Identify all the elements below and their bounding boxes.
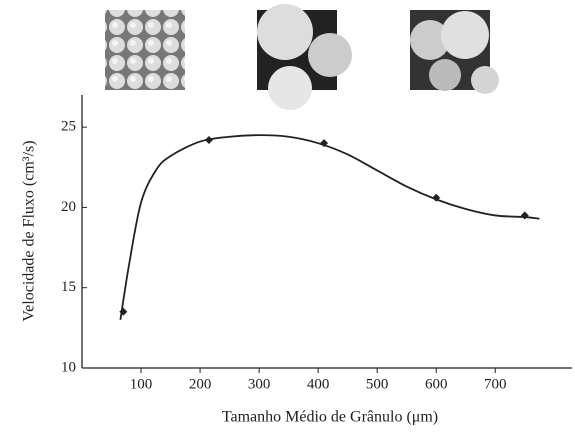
x-tick-label: 200 [189, 376, 212, 392]
y-tick-label: 10 [61, 359, 76, 375]
x-tick-label: 100 [130, 376, 153, 392]
x-tick-label: 600 [425, 376, 448, 392]
micrograph-large [257, 4, 352, 110]
data-point [119, 307, 128, 316]
data-point [520, 211, 529, 220]
fit-curve [119, 134, 540, 320]
y-tick-label: 20 [61, 199, 76, 215]
data-point [320, 139, 329, 148]
data-point [204, 135, 213, 144]
micrographs [105, 4, 499, 110]
micrograph-medium [410, 10, 499, 94]
y-axis-label: Velocidade de Fluxo (cm³/s) [21, 140, 38, 321]
x-axis-label: Tamanho Médio de Grânulo (μm) [222, 409, 438, 426]
x-tick-label: 700 [484, 376, 507, 392]
x-tick-label: 400 [307, 376, 330, 392]
y-tick-label: 15 [61, 279, 76, 295]
micrograph-small [105, 10, 185, 90]
x-tick-label: 500 [366, 376, 389, 392]
data-point [432, 193, 441, 202]
x-tick-label: 300 [248, 376, 271, 392]
y-tick-label: 25 [61, 119, 76, 135]
